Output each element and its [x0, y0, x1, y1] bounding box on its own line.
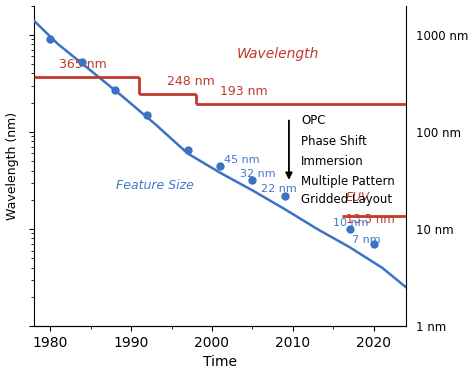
Text: 193 nm: 193 nm — [220, 85, 268, 98]
Text: Immersion: Immersion — [301, 154, 364, 168]
Text: 365 nm: 365 nm — [59, 58, 106, 71]
Text: OPC: OPC — [301, 114, 326, 128]
Text: Wavelength: Wavelength — [236, 47, 319, 61]
Text: Feature Size: Feature Size — [117, 179, 194, 192]
X-axis label: Time: Time — [203, 356, 237, 369]
Text: EUV: EUV — [346, 191, 370, 204]
Text: 45 nm: 45 nm — [224, 154, 260, 165]
Text: Gridded Layout: Gridded Layout — [301, 193, 392, 206]
Text: 22 nm: 22 nm — [261, 184, 296, 194]
Text: Multiple Pattern: Multiple Pattern — [301, 175, 395, 188]
Text: 13.5 nm: 13.5 nm — [346, 213, 394, 226]
Text: 7 nm: 7 nm — [352, 234, 381, 244]
Y-axis label: Wavelength (nm): Wavelength (nm) — [6, 112, 18, 220]
Text: 248 nm: 248 nm — [167, 75, 215, 88]
Text: 10 nm: 10 nm — [334, 218, 369, 228]
Text: 32 nm: 32 nm — [240, 169, 276, 179]
Text: Phase Shift: Phase Shift — [301, 135, 367, 148]
